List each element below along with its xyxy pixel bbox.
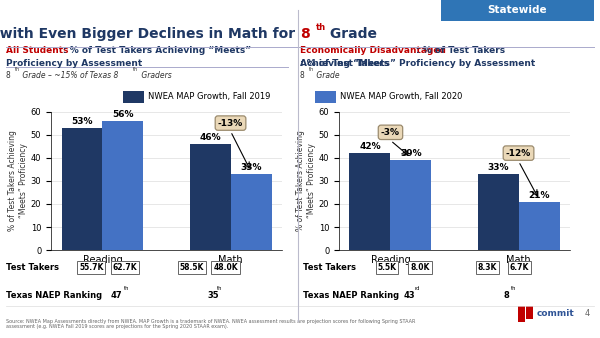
Text: th: th bbox=[15, 67, 20, 72]
Bar bbox=[526, 306, 533, 319]
Text: 39%: 39% bbox=[400, 149, 422, 158]
Text: 8: 8 bbox=[504, 291, 510, 300]
Text: 8.0K: 8.0K bbox=[410, 263, 430, 272]
Text: 43: 43 bbox=[403, 291, 415, 300]
Text: Graders: Graders bbox=[139, 71, 172, 80]
Bar bbox=[103, 121, 143, 250]
Text: 42%: 42% bbox=[359, 142, 381, 151]
Text: th: th bbox=[511, 286, 517, 291]
Text: 8.3K: 8.3K bbox=[478, 263, 497, 272]
Text: 48.0K: 48.0K bbox=[213, 263, 238, 272]
Bar bbox=[349, 153, 391, 250]
Text: th: th bbox=[309, 67, 314, 72]
Text: NWEA MAP Growth, Fall 2020: NWEA MAP Growth, Fall 2020 bbox=[340, 92, 463, 101]
Text: 8: 8 bbox=[300, 71, 305, 80]
Bar bbox=[190, 144, 230, 250]
Text: Source: NWEA Map Assessments directly from NWEA. MAP Growth is a trademark of NW: Source: NWEA Map Assessments directly fr… bbox=[6, 319, 415, 330]
Text: 46%: 46% bbox=[199, 133, 221, 142]
Text: : % of Test Takers Achieving “Meets”: : % of Test Takers Achieving “Meets” bbox=[63, 46, 251, 55]
Text: 56%: 56% bbox=[112, 110, 134, 119]
Y-axis label: % of Test Takers Achieving
“Meets” Proficiency: % of Test Takers Achieving “Meets” Profi… bbox=[296, 130, 316, 231]
Text: ...with Even Bigger Declines in Math for: ...with Even Bigger Declines in Math for bbox=[0, 27, 300, 41]
Text: -12%: -12% bbox=[506, 149, 531, 158]
Text: All Students: All Students bbox=[6, 46, 68, 55]
Text: 33%: 33% bbox=[487, 163, 509, 172]
Text: th: th bbox=[124, 286, 129, 291]
Text: 21%: 21% bbox=[528, 191, 550, 200]
Text: Grade: Grade bbox=[314, 71, 340, 80]
Text: Statewide: Statewide bbox=[488, 5, 547, 16]
Text: Texas NAEP Ranking: Texas NAEP Ranking bbox=[303, 291, 399, 300]
Bar bbox=[518, 201, 560, 250]
Text: 8: 8 bbox=[6, 71, 11, 80]
Text: Test Takers: Test Takers bbox=[6, 263, 59, 272]
Text: NWEA MAP Growth, Fall 2019: NWEA MAP Growth, Fall 2019 bbox=[148, 92, 271, 101]
Text: th: th bbox=[217, 286, 223, 291]
Text: 55.7K: 55.7K bbox=[79, 263, 103, 272]
Bar bbox=[518, 306, 525, 322]
Text: : % of Test Takers: : % of Test Takers bbox=[300, 59, 389, 68]
Text: 47: 47 bbox=[111, 291, 122, 300]
Text: Grade: Grade bbox=[325, 27, 377, 41]
Bar bbox=[62, 128, 103, 250]
Bar bbox=[478, 174, 518, 250]
Text: 53%: 53% bbox=[71, 117, 93, 126]
Text: th: th bbox=[316, 23, 326, 32]
Text: 62.7K: 62.7K bbox=[112, 263, 137, 272]
Text: Texas NAEP Ranking: Texas NAEP Ranking bbox=[6, 291, 102, 300]
Text: 33%: 33% bbox=[240, 163, 262, 172]
Text: commit: commit bbox=[537, 309, 575, 318]
Text: Achieving “Meets” Proficiency by Assessment: Achieving “Meets” Proficiency by Assessm… bbox=[300, 59, 535, 68]
Text: -3%: -3% bbox=[381, 128, 400, 137]
Text: -13%: -13% bbox=[218, 119, 243, 127]
Text: Grade – ~15% of Texas 8: Grade – ~15% of Texas 8 bbox=[20, 71, 118, 80]
Text: : % of Test Takers: : % of Test Takers bbox=[416, 46, 505, 55]
Text: Economically Disadvantaged: Economically Disadvantaged bbox=[300, 46, 446, 55]
Text: 35: 35 bbox=[207, 291, 218, 300]
Text: 6.7K: 6.7K bbox=[510, 263, 529, 272]
Text: Proficiency by Assessment: Proficiency by Assessment bbox=[6, 59, 142, 68]
Text: Test Takers: Test Takers bbox=[303, 263, 356, 272]
Bar bbox=[124, 91, 145, 102]
Text: 5.5K: 5.5K bbox=[377, 263, 397, 272]
Y-axis label: % of Test Takers Achieving
“Meets” Proficiency: % of Test Takers Achieving “Meets” Profi… bbox=[8, 130, 28, 231]
Text: th: th bbox=[133, 67, 139, 72]
Text: 8: 8 bbox=[300, 27, 310, 41]
Text: rd: rd bbox=[415, 286, 420, 291]
Text: 58.5K: 58.5K bbox=[180, 263, 204, 272]
Bar bbox=[391, 160, 431, 250]
Text: 4: 4 bbox=[585, 309, 590, 318]
Bar bbox=[316, 91, 337, 102]
Bar bbox=[230, 174, 271, 250]
